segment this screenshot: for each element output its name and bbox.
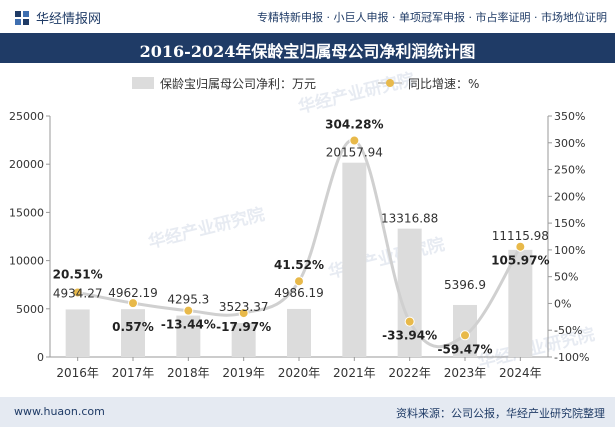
huajing-logo-icon bbox=[15, 10, 29, 25]
growth-point-2016年 bbox=[72, 287, 83, 298]
growth-value-label: -13.44% bbox=[161, 318, 216, 332]
watermark-text: 华经产业研究院 bbox=[146, 204, 267, 253]
legend-bar-label: 保龄宝归属母公司净利：万元 bbox=[160, 77, 316, 91]
bar-value-label: 4934.27 bbox=[53, 286, 103, 300]
x-tick-label: 2022年 bbox=[388, 366, 431, 380]
source-note: 资料来源：公司公报，华经产业研究院整理 bbox=[396, 407, 605, 420]
growth-value-label: 304.28% bbox=[325, 117, 383, 131]
growth-value-label: 41.52% bbox=[274, 258, 324, 272]
y-left-tick-label: 10000 bbox=[9, 255, 44, 268]
x-tick-label: 2024年 bbox=[499, 366, 542, 380]
y-right-tick-label: -50% bbox=[554, 324, 582, 337]
growth-value-label: 105.97% bbox=[491, 254, 549, 268]
y-right-tick-label: 50% bbox=[554, 271, 578, 284]
bar-value-label: 4986.19 bbox=[274, 286, 324, 300]
brand-name: 华经情报网 bbox=[36, 12, 102, 27]
bar-value-label: 13316.88 bbox=[381, 212, 438, 226]
bar-2024年 bbox=[508, 249, 533, 357]
bar-value-label: 4295.3 bbox=[167, 293, 209, 307]
growth-point-2024年 bbox=[515, 241, 526, 252]
brand[interactable]: 华经情报网 bbox=[14, 8, 101, 27]
x-tick-label: 2017年 bbox=[112, 366, 155, 380]
chart-title: 2016-2024年保龄宝归属母公司净利润统计图 bbox=[139, 42, 476, 61]
y-right-tick-label: 350% bbox=[554, 110, 585, 123]
y-right-tick-label: -100% bbox=[554, 351, 589, 364]
y-left-tick-label: 20000 bbox=[9, 158, 44, 171]
legend-bar-swatch bbox=[132, 77, 154, 89]
y-left-tick-label: 5000 bbox=[16, 303, 44, 316]
growth-value-label: -59.47% bbox=[438, 342, 493, 356]
y-right-tick-label: 250% bbox=[554, 164, 585, 177]
tagline: 专精特新申报 · 小巨人申报 · 单项冠军申报 · 市占率证明 · 市场地位证明 bbox=[257, 11, 607, 24]
y-left-tick-label: 15000 bbox=[9, 206, 44, 219]
x-tick-label: 2018年 bbox=[167, 366, 210, 380]
x-tick-label: 2019年 bbox=[222, 366, 265, 380]
growth-point-2018年 bbox=[183, 305, 194, 316]
bar-2021年 bbox=[342, 162, 367, 357]
bar-2019年 bbox=[231, 323, 256, 357]
y-left-tick-label: 0 bbox=[37, 351, 44, 364]
growth-value-label: -33.94% bbox=[382, 329, 437, 343]
bar-value-label: 5396.9 bbox=[444, 278, 486, 292]
x-tick-label: 2021年 bbox=[333, 366, 376, 380]
title-bar: 2016-2024年保龄宝归属母公司净利润统计图 bbox=[0, 33, 615, 63]
legend-line-marker bbox=[386, 79, 394, 87]
bar-2018年 bbox=[176, 315, 201, 357]
growth-point-2021年 bbox=[349, 135, 360, 146]
bar-value-label: 11115.98 bbox=[492, 229, 549, 243]
y-right-tick-label: 100% bbox=[554, 244, 585, 257]
growth-point-2017年 bbox=[128, 298, 138, 309]
x-tick-label: 2020年 bbox=[278, 366, 321, 380]
y-right-tick-label: 300% bbox=[554, 137, 585, 150]
growth-point-2020年 bbox=[294, 276, 304, 287]
growth-value-label: 0.57% bbox=[112, 320, 154, 334]
growth-value-label: -17.97% bbox=[216, 320, 271, 334]
bar-value-label: 4962.19 bbox=[108, 286, 158, 300]
bar-value-label: 3523.37 bbox=[219, 300, 269, 314]
growth-value-label: 20.51% bbox=[53, 267, 103, 281]
bar-value-label: 20157.94 bbox=[326, 146, 383, 160]
footer: www.huaon.com 资料来源：公司公报，华经产业研究院整理 bbox=[0, 397, 615, 427]
website-link[interactable]: www.huaon.com bbox=[14, 405, 105, 418]
y-right-tick-label: 150% bbox=[554, 217, 585, 230]
top-bar: 华经情报网 专精特新申报 · 小巨人申报 · 单项冠军申报 · 市占率证明 · … bbox=[0, 0, 615, 33]
x-tick-label: 2016年 bbox=[56, 366, 99, 380]
growth-point-2019年 bbox=[238, 308, 249, 319]
y-left-tick-label: 25000 bbox=[9, 110, 44, 123]
growth-point-2022年 bbox=[404, 316, 415, 327]
growth-rate-line bbox=[77, 138, 522, 349]
legend-line-label: 同比增速：% bbox=[408, 77, 479, 91]
bar-2017年 bbox=[121, 309, 145, 357]
growth-point-2023年 bbox=[460, 330, 470, 341]
bar-2016年 bbox=[65, 309, 90, 357]
y-right-tick-label: 200% bbox=[554, 190, 585, 203]
bar-2020年 bbox=[287, 308, 311, 357]
y-right-tick-label: 0% bbox=[554, 297, 571, 310]
x-tick-label: 2023年 bbox=[444, 366, 487, 380]
